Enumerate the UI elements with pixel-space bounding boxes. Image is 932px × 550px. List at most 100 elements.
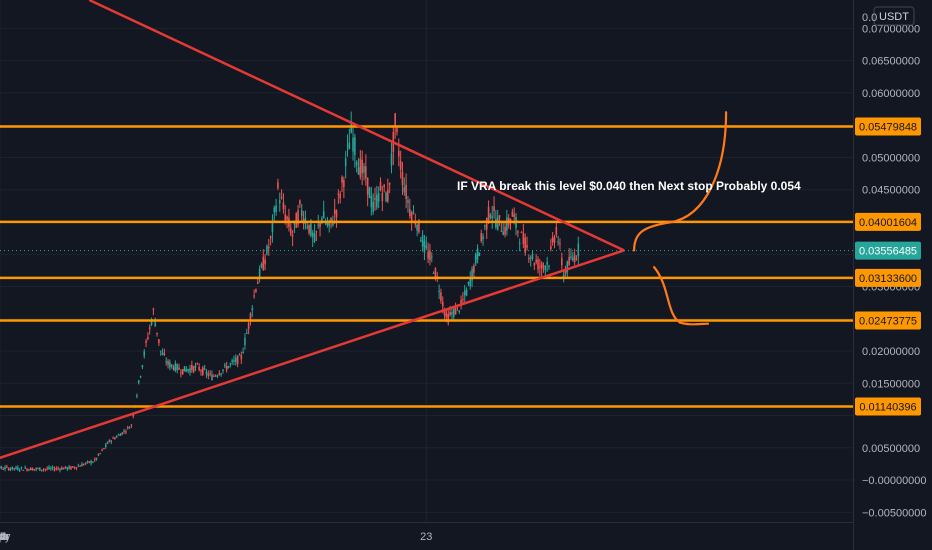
x-tick-label: Mar: [0, 531, 10, 543]
candle-body: [517, 231, 519, 233]
candle-body: [148, 327, 151, 330]
candle-body: [337, 193, 340, 195]
svg-text:0.03133600: 0.03133600: [859, 273, 917, 285]
candle-body: [24, 467, 26, 469]
candle-body: [55, 467, 58, 469]
candle-body: [405, 184, 407, 200]
candle-body: [374, 198, 376, 200]
y-tick-label: 0.00500000: [862, 443, 920, 455]
candle-body: [229, 363, 232, 365]
candle-body: [500, 230, 503, 232]
candle-body: [258, 268, 261, 280]
candle-body: [322, 211, 325, 219]
candle-body: [68, 466, 70, 469]
currency-label: USDT: [879, 11, 909, 23]
candle-body: [35, 468, 37, 470]
candle-body: [408, 209, 411, 217]
y-axis[interactable]: 0.07000000 0.06500000 0.06000000 0.05000000…: [862, 23, 927, 519]
candle-body: [429, 250, 431, 261]
trendline[interactable]: [88, 0, 625, 252]
candle-body: [458, 310, 461, 313]
y-tick-label: 0.01500000: [862, 378, 920, 390]
candle-body: [159, 350, 162, 352]
candle-body: [247, 322, 250, 329]
candle-body: [108, 439, 111, 442]
candle-body: [540, 262, 543, 270]
candle-body: [71, 466, 74, 468]
candle-body: [147, 336, 149, 339]
candle-body: [202, 367, 204, 375]
candle-body: [332, 223, 334, 226]
level-price-tag: 0.04001604: [855, 212, 921, 231]
candle-body: [476, 248, 479, 260]
candle-body: [357, 167, 360, 175]
projection-curves: [632, 111, 728, 326]
candle-body: [289, 227, 292, 235]
candle-body: [119, 434, 122, 437]
candle-body: [277, 182, 279, 189]
y-tick-label: 0.02000000: [862, 346, 920, 358]
candle-body: [4, 467, 6, 470]
candle-body: [126, 427, 129, 429]
svg-text:0.05479848: 0.05479848: [859, 121, 917, 133]
price-tags: 0.05479848 0.04001604 0.03133600 0.02473775…: [855, 117, 921, 416]
candle-body: [156, 332, 158, 334]
candle-body: [401, 171, 404, 186]
candle-body: [418, 220, 420, 233]
candle-body: [539, 266, 541, 268]
candle-body: [306, 226, 309, 228]
candle-body: [130, 424, 133, 426]
candle-body: [117, 434, 120, 436]
candle-body: [522, 233, 525, 245]
candle-body: [192, 366, 195, 372]
candle-body: [224, 364, 226, 366]
candle-body: [273, 207, 276, 213]
y-tick-label: −0.00500000: [862, 507, 927, 519]
candle-body: [37, 468, 39, 470]
x-axis[interactable]: Mar15Apr12 23 May17Jun14: [0, 531, 432, 543]
candle-body: [398, 150, 400, 157]
candle-body: [231, 360, 233, 362]
candle-body: [143, 351, 146, 356]
candle-body: [103, 448, 105, 450]
candle-body: [531, 253, 534, 259]
candle-body: [328, 220, 331, 226]
candle-body: [343, 180, 345, 188]
candle-body: [203, 368, 206, 370]
candle-body: [551, 236, 554, 243]
candle-body: [282, 202, 285, 209]
candle-body: [363, 166, 365, 173]
candle-body: [513, 214, 515, 217]
candle-body: [319, 221, 321, 227]
candle-body: [110, 440, 113, 442]
candle-body: [390, 153, 393, 166]
candle-body: [137, 380, 140, 384]
candle-body: [39, 467, 41, 471]
candle-body: [194, 365, 197, 368]
y-tick-label: 0.07000000: [862, 23, 920, 35]
candle-body: [42, 469, 45, 471]
candle-body: [440, 292, 442, 302]
candle-body: [480, 233, 483, 242]
candle-body: [145, 340, 147, 343]
candle-body: [566, 261, 569, 273]
currency-badge[interactable]: USDT: [873, 6, 915, 26]
candle-body: [183, 366, 186, 372]
candle-body: [368, 187, 371, 199]
candle-body: [209, 373, 211, 375]
candle-body: [341, 176, 343, 183]
candle-body: [469, 278, 472, 287]
candle-body: [220, 373, 222, 375]
candle-body: [187, 369, 189, 372]
candle-body: [484, 225, 486, 227]
candle-body: [13, 468, 15, 470]
candle-body: [326, 222, 329, 226]
candle-body: [172, 367, 175, 370]
svg-text:0.03556485: 0.03556485: [859, 246, 917, 258]
trendline[interactable]: [0, 249, 625, 467]
candle-body: [366, 177, 369, 195]
candle-body: [242, 352, 244, 354]
candle-body: [361, 159, 363, 174]
y-tick-label: 0.06000000: [862, 88, 920, 100]
